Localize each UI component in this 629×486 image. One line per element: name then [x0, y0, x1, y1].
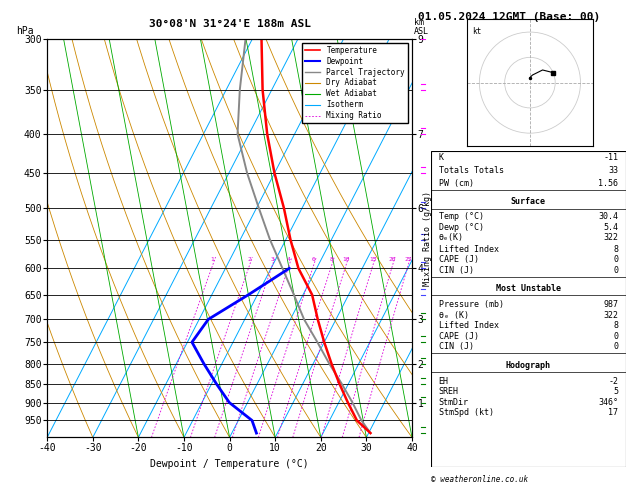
- Text: SREH: SREH: [438, 387, 459, 396]
- Text: 4: 4: [287, 258, 291, 262]
- Text: 25: 25: [404, 258, 412, 262]
- Text: Lifted Index: Lifted Index: [438, 245, 499, 254]
- Text: 30.4: 30.4: [598, 212, 618, 221]
- Text: PW (cm): PW (cm): [438, 179, 474, 188]
- Text: 20: 20: [389, 258, 396, 262]
- Text: -11: -11: [603, 153, 618, 162]
- Text: 33: 33: [608, 166, 618, 175]
- Text: 0: 0: [613, 342, 618, 351]
- Text: 322: 322: [603, 233, 618, 242]
- Text: 1: 1: [211, 258, 214, 262]
- Text: StmSpd (kt): StmSpd (kt): [438, 408, 494, 417]
- Text: EH: EH: [438, 377, 448, 385]
- Text: 346°: 346°: [598, 398, 618, 407]
- Text: 10: 10: [342, 258, 350, 262]
- Text: CAPE (J): CAPE (J): [438, 332, 479, 341]
- Text: 0: 0: [613, 332, 618, 341]
- Text: hPa: hPa: [16, 26, 33, 36]
- Text: Hodograph: Hodograph: [506, 361, 551, 370]
- Text: Most Unstable: Most Unstable: [496, 284, 561, 294]
- Text: 8: 8: [330, 258, 333, 262]
- Text: Dewp (°C): Dewp (°C): [438, 223, 484, 231]
- Text: 30°08'N 31°24'E 188m ASL: 30°08'N 31°24'E 188m ASL: [148, 19, 311, 29]
- Text: © weatheronline.co.uk: © weatheronline.co.uk: [431, 474, 528, 484]
- Text: Temp (°C): Temp (°C): [438, 212, 484, 221]
- Text: 322: 322: [603, 311, 618, 320]
- Text: 8: 8: [613, 321, 618, 330]
- Legend: Temperature, Dewpoint, Parcel Trajectory, Dry Adiabat, Wet Adiabat, Isotherm, Mi: Temperature, Dewpoint, Parcel Trajectory…: [302, 43, 408, 123]
- Text: 01.05.2024 12GMT (Base: 00): 01.05.2024 12GMT (Base: 00): [418, 12, 601, 22]
- Text: -2: -2: [608, 377, 618, 385]
- Text: 15: 15: [369, 258, 377, 262]
- Text: 2: 2: [248, 258, 252, 262]
- Text: 17: 17: [608, 408, 618, 417]
- Text: CIN (J): CIN (J): [438, 266, 474, 275]
- Text: 5: 5: [613, 387, 618, 396]
- Text: Totals Totals: Totals Totals: [438, 166, 504, 175]
- Text: Surface: Surface: [511, 197, 546, 207]
- Text: 0: 0: [613, 266, 618, 275]
- Text: kt: kt: [472, 27, 481, 36]
- Text: Pressure (mb): Pressure (mb): [438, 300, 504, 309]
- Text: 6: 6: [311, 258, 315, 262]
- Text: 8: 8: [613, 245, 618, 254]
- Text: km
ASL: km ASL: [414, 18, 429, 36]
- Text: CAPE (J): CAPE (J): [438, 256, 479, 264]
- Text: θₑ(K): θₑ(K): [438, 233, 464, 242]
- Text: 3: 3: [270, 258, 274, 262]
- Text: 0: 0: [613, 256, 618, 264]
- Text: 987: 987: [603, 300, 618, 309]
- Text: 1.56: 1.56: [598, 179, 618, 188]
- Text: θₑ (K): θₑ (K): [438, 311, 469, 320]
- Text: StmDir: StmDir: [438, 398, 469, 407]
- Text: 5.4: 5.4: [603, 223, 618, 231]
- Text: Mixing Ratio (g/kg): Mixing Ratio (g/kg): [423, 191, 432, 286]
- X-axis label: Dewpoint / Temperature (°C): Dewpoint / Temperature (°C): [150, 458, 309, 469]
- Text: CIN (J): CIN (J): [438, 342, 474, 351]
- Text: K: K: [438, 153, 443, 162]
- Text: Lifted Index: Lifted Index: [438, 321, 499, 330]
